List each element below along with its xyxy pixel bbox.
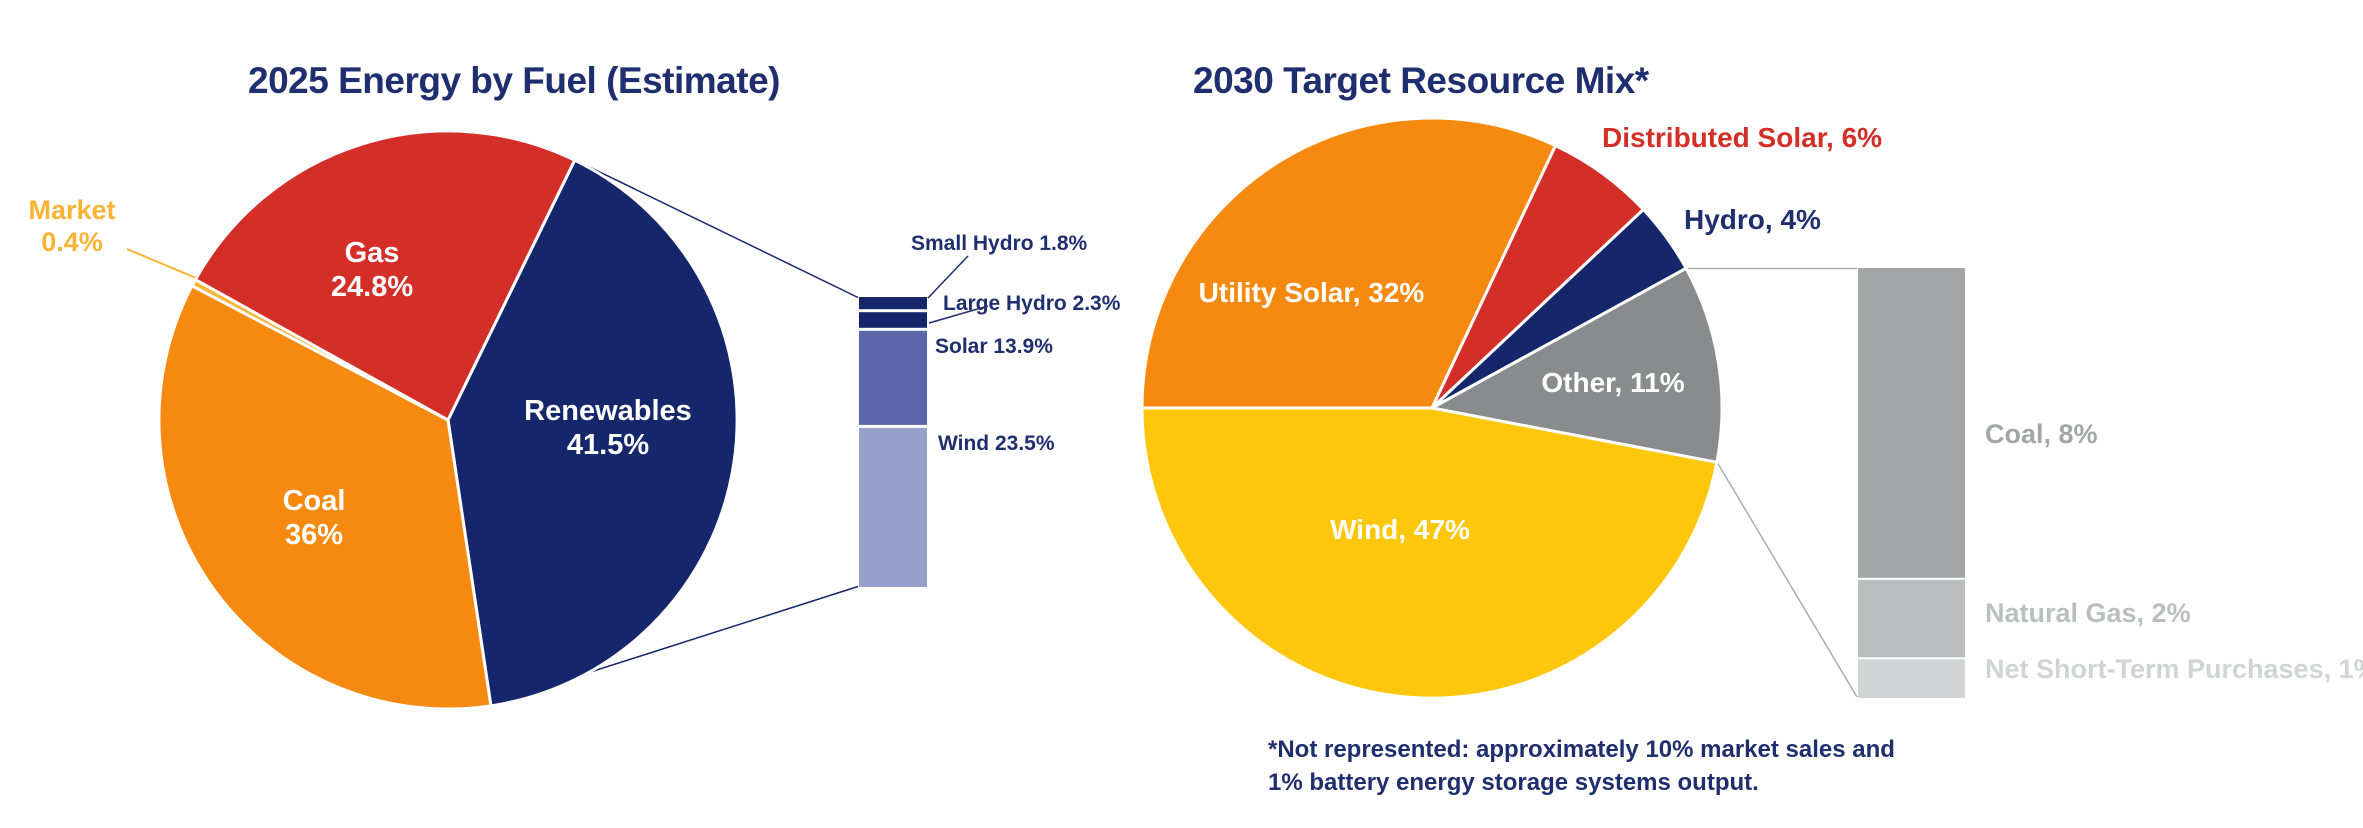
bar-label-coal: Coal, 8% [1985,419,2098,449]
other-breakdown-bar [1858,268,1965,698]
renewables-name: Renewables [524,395,692,427]
small-hydro-pointer-line [927,255,969,299]
bar-label-net-short-term-purchases: Net Short-Term Purchases, 1% [1985,654,2363,684]
market-name: Market [28,195,116,225]
bar-label-wind: Wind 23.5% [938,431,1055,455]
pie-slice-renewables [446,158,739,708]
bar-label-small-hydro: Small Hydro 1.8% [911,232,1088,255]
slice-label-market: Market 0.4% [2,194,142,258]
bar-segment-wind [859,427,927,587]
bar-segment-solar [859,330,927,425]
bar-segment-natural-gas [1858,579,1965,658]
bar-segment-large-hydro [859,312,927,328]
slice-label-hydro: Hydro, 4% [1684,204,1821,235]
slice-label-utility-solar: Utility Solar, 32% [1198,277,1425,308]
pie-slice-other [1430,266,1724,464]
bar-label-solar: Solar 13.9% [935,334,1053,358]
pie-2030-target-resource-mix [1140,116,1724,700]
coal-value: 36% [284,519,344,551]
bar-segment-net-short-term-purchases [1858,659,1965,698]
coal-name: Coal [282,485,346,517]
market-pointer-line [126,248,197,279]
renewables-value: 41.5% [566,429,650,461]
left-connector-line-top [574,159,859,299]
bar-label-natural-gas: Natural Gas, 2% [1985,598,2191,628]
slice-label-coal: Coal 36% [214,484,414,552]
slice-label-other: Other, 11% [1541,367,1685,398]
market-value: 0.4% [41,227,103,257]
slice-label-renewables: Renewables 41.5% [508,394,708,462]
bar-segment-coal [1858,268,1965,578]
bar-segment-small-hydro [859,297,927,310]
bar-label-large-hydro: Large Hydro 2.3% [943,292,1121,315]
pie-slice-gas [193,129,577,422]
gas-name: Gas [344,237,400,269]
slice-label-gas: Gas 24.8% [272,236,472,304]
renewables-breakdown-bar [859,297,927,587]
footnote: *Not represented: approximately 10% mark… [1268,733,1988,799]
left-chart-title: 2025 Energy by Fuel (Estimate) [248,60,780,101]
pie-slice-wind [1140,406,1719,700]
pie-2025-energy-by-fuel [157,129,739,711]
pie-slice-utility-solar [1140,116,1557,410]
slice-label-wind: Wind, 47% [1330,514,1470,545]
right-connector-line-bottom [1716,461,1858,698]
slice-label-distributed-solar: Distributed Solar, 6% [1602,122,1883,153]
right-chart-title: 2030 Target Resource Mix* [1193,60,1649,101]
footnote-line-1: *Not represented: approximately 10% mark… [1268,736,1895,763]
footnote-line-2: 1% battery energy storage systems output… [1268,769,1759,796]
gas-value: 24.8% [330,271,414,303]
pie-slice-coal [157,284,493,711]
large-hydro-pointer-line [928,305,989,324]
